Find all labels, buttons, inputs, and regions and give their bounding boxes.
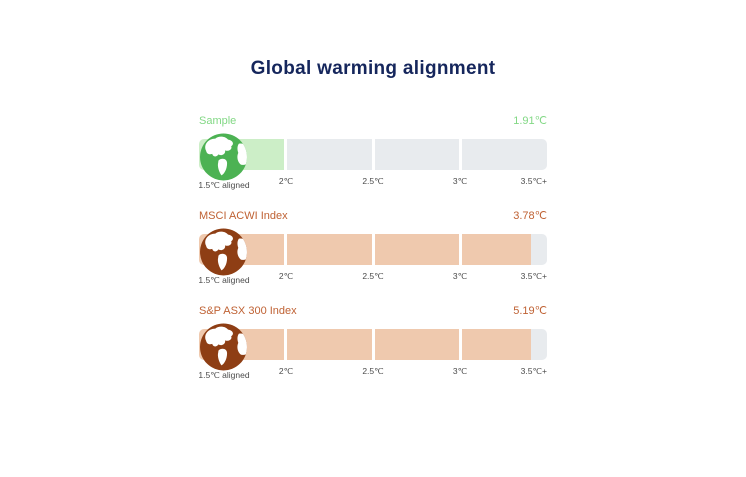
series-label: Sample: [199, 115, 237, 127]
alignment-row-sp-asx-300: S&P ASX 300 Index 5.19℃: [198, 304, 547, 382]
row-header: Sample 1.91℃: [199, 114, 547, 128]
page-title: Global warming alignment: [250, 58, 496, 79]
tick-aligned: 1.5℃ aligned: [198, 180, 250, 190]
bar-segment: [462, 234, 547, 265]
bar-fill: [462, 329, 531, 360]
axis-ticks: 1.5℃ aligned 2℃ 2.5℃ 3℃ 3.5℃+: [198, 366, 547, 382]
tick-2-5c: 2.5℃: [362, 176, 384, 186]
temperature-bar: [199, 227, 547, 275]
globe-icon: [199, 132, 248, 181]
tick-3-5c-plus: 3.5℃+: [520, 271, 547, 281]
series-value: 1.91℃: [513, 115, 547, 127]
tick-2-5c: 2.5℃: [362, 366, 384, 376]
bar-segment: [286, 234, 372, 265]
tick-2c: 2℃: [278, 271, 294, 281]
bar-fill: [374, 329, 460, 360]
series-label: MSCI ACWI Index: [199, 210, 288, 222]
tick-3-5c-plus: 3.5℃+: [520, 176, 547, 186]
alignment-row-sample: Sample 1.91℃: [198, 114, 547, 192]
series-value: 3.78℃: [513, 210, 547, 222]
tick-3c: 3℃: [452, 366, 468, 376]
axis-ticks: 1.5℃ aligned 2℃ 2.5℃ 3℃ 3.5℃+: [198, 271, 547, 287]
bar-segment: [286, 329, 372, 360]
bar-segment: [286, 139, 372, 170]
tick-3-5c-plus: 3.5℃+: [520, 366, 547, 376]
row-header: S&P ASX 300 Index 5.19℃: [199, 304, 547, 318]
tick-2-5c: 2.5℃: [362, 271, 384, 281]
row-header: MSCI ACWI Index 3.78℃: [199, 209, 547, 223]
bar-track: [199, 234, 547, 265]
globe-icon: [199, 227, 248, 276]
tick-aligned: 1.5℃ aligned: [198, 275, 250, 285]
bar-track: [199, 139, 547, 170]
bar-segment: [374, 234, 460, 265]
bar-segment: [462, 139, 547, 170]
tick-3c: 3℃: [452, 271, 468, 281]
temperature-bar: [199, 322, 547, 370]
bar-segment: [374, 329, 460, 360]
alignment-row-msci-acwi: MSCI ACWI Index 3.78℃: [198, 209, 547, 287]
globe-icon: [199, 322, 248, 371]
bar-fill: [374, 234, 460, 265]
series-value: 5.19℃: [513, 305, 547, 317]
tick-aligned: 1.5℃ aligned: [198, 370, 250, 380]
bar-segment: [462, 329, 547, 360]
bar-track: [199, 329, 547, 360]
tick-2c: 2℃: [278, 366, 294, 376]
bar-fill: [286, 329, 372, 360]
axis-ticks: 1.5℃ aligned 2℃ 2.5℃ 3℃ 3.5℃+: [198, 176, 547, 192]
series-label: S&P ASX 300 Index: [199, 305, 297, 317]
bar-fill: [286, 234, 372, 265]
tick-2c: 2℃: [278, 176, 294, 186]
global-warming-alignment-chart: Sample 1.91℃: [198, 114, 547, 382]
bar-segment: [374, 139, 460, 170]
bar-fill: [462, 234, 531, 265]
temperature-bar: [199, 132, 547, 180]
tick-3c: 3℃: [452, 176, 468, 186]
